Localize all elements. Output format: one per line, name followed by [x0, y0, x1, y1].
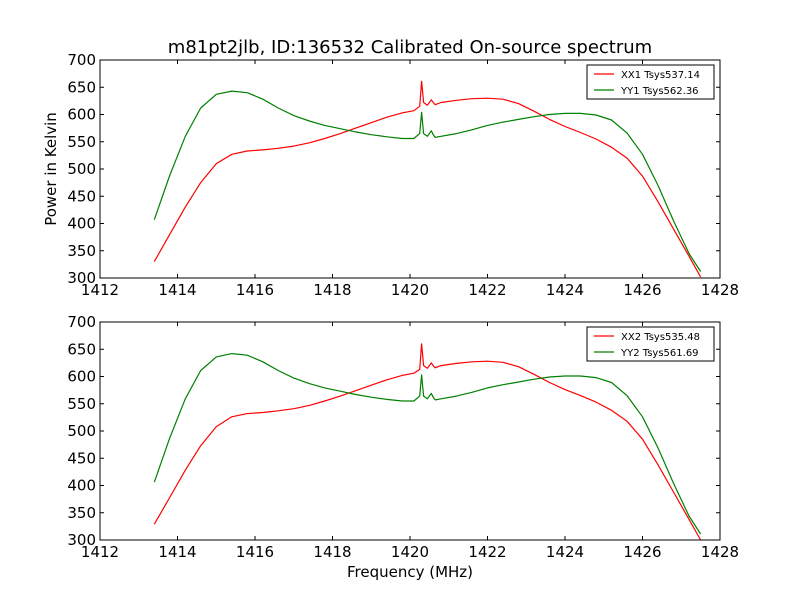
top-plot-frame [99, 59, 721, 279]
top-x-tick-label: 1418 [313, 281, 351, 299]
top-x-tick-label: 1424 [546, 281, 584, 299]
x-axis-title: Frequency (MHz) [347, 563, 473, 581]
top-x-tick-label: 1412 [81, 281, 119, 299]
bottom-x-tick-label: 1416 [236, 543, 274, 561]
top-x-tick-label: 1414 [158, 281, 196, 299]
bottom-y-tick-label: 600 [67, 368, 96, 386]
top-y-tick-label: 350 [67, 242, 96, 260]
top-legend-label-xx1: XX1 Tsys537.14 [621, 70, 700, 81]
bottom-series-line-0 [153, 343, 702, 541]
bottom-plot-frame [99, 321, 721, 541]
bottom-x-tick-label: 1426 [623, 543, 661, 561]
bottom-y-tick-label: 700 [67, 313, 96, 331]
top-x-tick-label: 1428 [701, 281, 739, 299]
top-x-tick-label: 1420 [391, 281, 429, 299]
top-x-tick-label: 1422 [468, 281, 506, 299]
bottom-series-line-1 [153, 353, 702, 535]
top-legend-label-yy1: YY1 Tsys562.36 [620, 86, 699, 97]
top-series-line-0 [153, 80, 702, 278]
bottom-x-tick-label: 1420 [391, 543, 429, 561]
bottom-legend-box [586, 326, 715, 362]
bottom-y-tick-label: 650 [67, 340, 96, 358]
bottom-y-tick-label: 400 [67, 477, 96, 495]
top-legend: XX1 Tsys537.14 YY1 Tsys562.36 [586, 64, 715, 100]
bottom-plot-panel: 1412 1414 1416 1418 1420 1422 1424 1426 1428 300 3… [67, 313, 739, 561]
bottom-y-tick-label: 550 [67, 395, 96, 413]
top-x-tick-label: 1426 [623, 281, 661, 299]
bottom-y-tick-label: 300 [67, 531, 96, 549]
bottom-x-tick-label: 1412 [81, 543, 119, 561]
bottom-y-tick-label: 450 [67, 449, 96, 467]
top-x-tick-label: 1416 [236, 281, 274, 299]
top-y-tick-label: 550 [67, 133, 96, 151]
top-legend-box [586, 64, 715, 100]
bottom-legend-label-xx2: XX2 Tsys535.48 [621, 332, 700, 343]
top-y-tick-label: 450 [67, 187, 96, 205]
bottom-x-tick-label: 1422 [468, 543, 506, 561]
top-y-tick-label: 650 [67, 78, 96, 96]
bottom-y-tick-label: 350 [67, 504, 96, 522]
top-y-tick-label: 400 [67, 215, 96, 233]
bottom-x-tick-label: 1418 [313, 543, 351, 561]
top-y-axis-title: Power in Kelvin [42, 112, 60, 226]
bottom-legend-label-yy2: YY2 Tsys561.69 [620, 348, 699, 359]
bottom-x-tick-label: 1414 [158, 543, 196, 561]
top-series-line-1 [153, 90, 702, 272]
top-y-tick-label: 600 [67, 106, 96, 124]
bottom-y-tick-label: 500 [67, 422, 96, 440]
top-y-tick-label: 700 [67, 51, 96, 69]
bottom-x-tick-label: 1424 [546, 543, 584, 561]
bottom-x-tick-label: 1428 [701, 543, 739, 561]
top-y-tick-label: 300 [67, 269, 96, 287]
chart-title: m81pt2jlb, ID:136532 Calibrated On-sourc… [168, 37, 652, 58]
bottom-legend: XX2 Tsys535.48 YY2 Tsys561.69 [586, 326, 715, 362]
top-plot-panel: 1412 1414 1416 1418 1420 1422 1424 1426 1428 300 3… [67, 51, 739, 299]
top-y-tick-label: 500 [67, 160, 96, 178]
